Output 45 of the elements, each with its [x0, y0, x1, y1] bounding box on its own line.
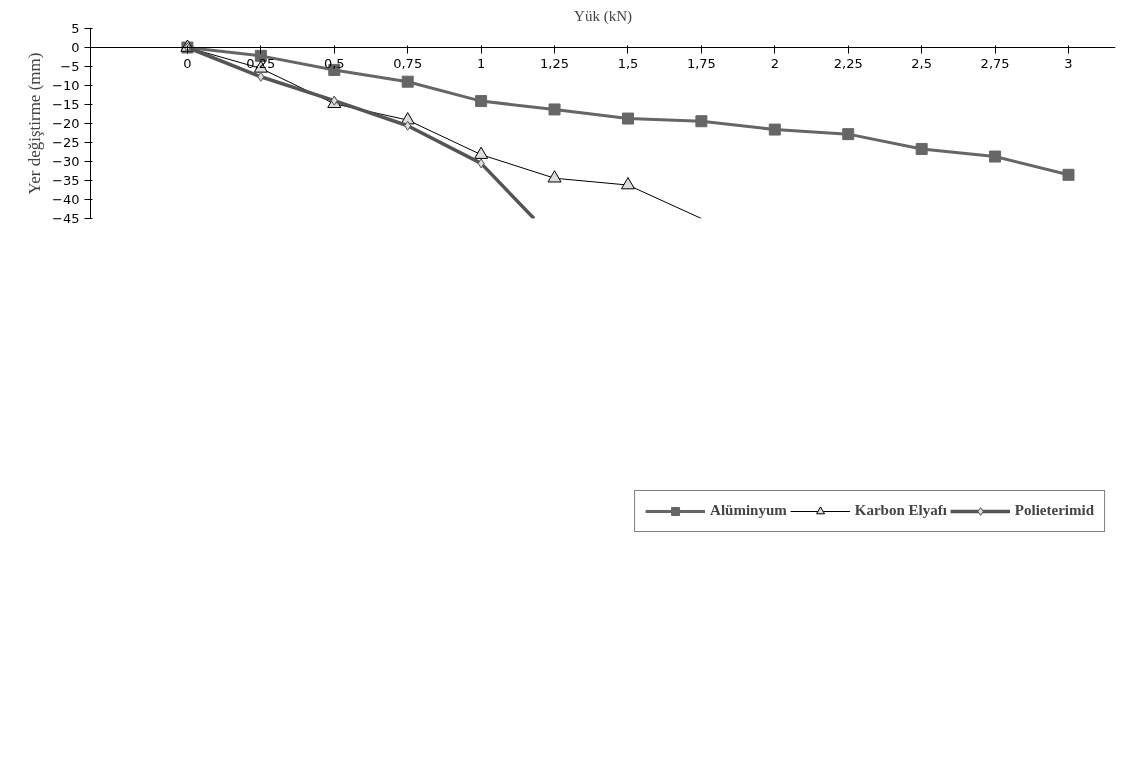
y-tick-label: −5: [60, 59, 80, 74]
y-tick-label: −20: [52, 116, 80, 131]
point: [915, 142, 928, 155]
x-tick-label: 1,25: [540, 55, 570, 71]
x-tick-label: 1: [476, 55, 486, 71]
point: [475, 95, 488, 108]
point: [547, 170, 562, 183]
point: [401, 75, 414, 88]
y-tick-label: 0: [71, 40, 80, 55]
y-tick-label: −30: [52, 154, 80, 169]
legend-label: Polieterimid: [1014, 502, 1094, 519]
point: [474, 146, 489, 159]
y-tick-label: −25: [52, 135, 80, 150]
point: [768, 123, 781, 136]
legend-label: Karbon Elyafı: [854, 502, 947, 519]
x-axis-title: Yük (kN): [574, 7, 632, 25]
y-tick-label: −15: [52, 97, 80, 112]
x-tick-label: 3: [1064, 55, 1073, 71]
x-tick-label: 1,75: [686, 55, 716, 71]
point: [548, 103, 561, 116]
point: [1062, 168, 1075, 181]
point: [842, 128, 855, 141]
y-tick-label: −45: [52, 211, 80, 226]
point: [621, 112, 634, 125]
point: [330, 95, 338, 106]
y-tick-label: −40: [52, 192, 80, 207]
point: [477, 158, 485, 169]
x-tick-label: 0,5: [323, 55, 345, 71]
y-tick-label: −10: [52, 78, 80, 93]
point: [404, 120, 412, 131]
y-axis-title: Yer değiştirme (mm): [25, 52, 45, 195]
x-tick-label: 0: [183, 55, 192, 71]
point: [695, 115, 708, 128]
y-tick-label: 5: [71, 21, 80, 36]
legend-label: Alüminyum: [710, 502, 787, 519]
x-tick-label: 2: [770, 55, 779, 71]
point: [989, 150, 1002, 163]
x-tick-label: 2,75: [980, 55, 1010, 71]
x-tick-label: 0,75: [393, 55, 423, 71]
x-tick-label: 2,25: [833, 55, 863, 71]
x-tick-label: 1,5: [617, 55, 639, 71]
x-tick-label: 2,5: [911, 55, 933, 71]
point: [257, 71, 265, 82]
point: [620, 177, 635, 190]
y-tick-label: −35: [52, 173, 80, 188]
